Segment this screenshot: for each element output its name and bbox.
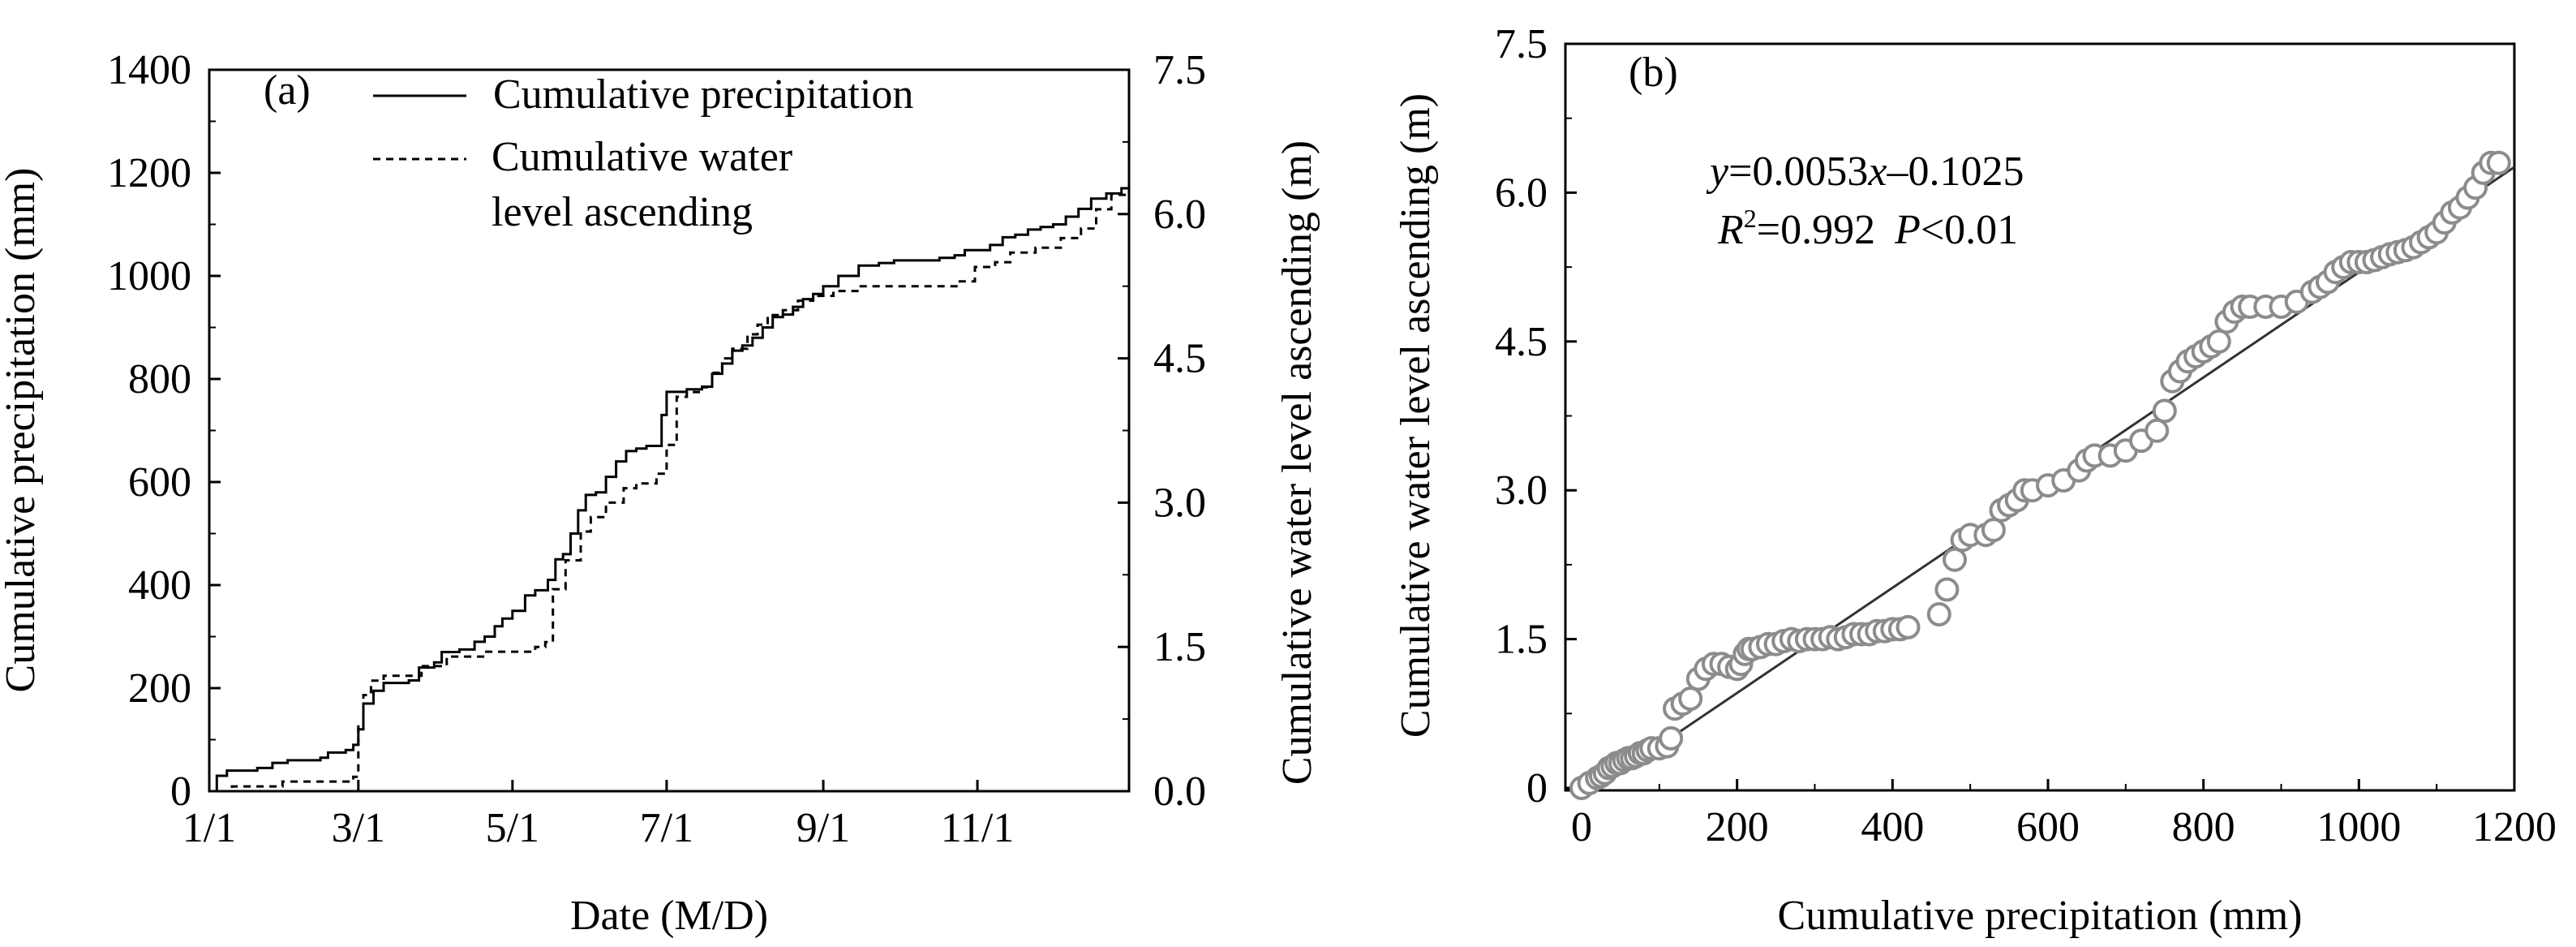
panel-a-y-left-tick-label: 200 <box>128 665 191 712</box>
panel-b-y-tick-label: 7.5 <box>1495 21 1548 67</box>
panel-a-x-tick-label: 3/1 <box>332 805 385 851</box>
panel-a-y-right-tick-label: 3.0 <box>1153 480 1206 526</box>
panel-a-x-tick-label: 9/1 <box>796 805 850 851</box>
p-symbol: P <box>1894 207 1921 253</box>
panel-a-x-tick-label: 5/1 <box>486 805 539 851</box>
panel-a-x-tick-label: 1/1 <box>182 805 236 851</box>
panel-b-y-axis-label: Cumulative water level ascending (m) <box>1393 93 1439 738</box>
panel-a-series <box>209 180 1131 793</box>
series-line-cumulative-precipitation <box>209 183 1131 793</box>
panel-a-y-left-tick-label: 800 <box>128 356 191 402</box>
panel-b-y-tick-label: 3.0 <box>1495 467 1548 514</box>
panel-b-x-axis-label: Cumulative precipitation (mm) <box>1778 893 2303 939</box>
panel-b-y-tick-label: 1.5 <box>1495 617 1548 663</box>
legend-label-water-level-box: Cumulative water level ascending <box>492 134 793 235</box>
panel-b-x-tick-label: 1200 <box>2472 804 2557 850</box>
scatter-point <box>1981 518 2006 543</box>
panel-b-y-tick-label: 6.0 <box>1495 170 1548 216</box>
regression-equation: y=0.0053x–0.1025 <box>1706 149 2024 195</box>
panel-a-y-right-tick-label: 0.0 <box>1153 768 1206 815</box>
panel-b-x-tick-label: 200 <box>1706 804 1769 850</box>
scatter-point <box>2145 418 2170 443</box>
equation-x: x <box>1867 149 1887 195</box>
panel-a-x-tick-label: 11/1 <box>941 805 1015 851</box>
panel-b-points <box>1569 150 2511 800</box>
panel-a-y-right-tick-label: 1.5 <box>1153 624 1206 670</box>
scatter-point <box>2152 398 2177 424</box>
panel-a-ticks <box>208 68 1129 793</box>
panel-a-y-right-tick-label: 7.5 <box>1153 47 1206 93</box>
panel-b: 0 200 400 600 800 1000 1200 0 1.5 3.0 4.5 6.0 7.5 (b… <box>1393 21 2557 939</box>
panel-a-y-axis-right-label: Cumulative water level ascending (m) <box>1274 140 1320 785</box>
regression-statistics: R2=0.992 P<0.01 <box>1717 204 2018 253</box>
r2-value: =0.992 <box>1757 207 1875 253</box>
legend-label-water-level: Cumulative water level ascending <box>492 134 793 235</box>
panel-a-y-right-tick-label: 4.5 <box>1153 336 1206 382</box>
equation-y: y <box>1706 149 1729 195</box>
panel-b-x-tick-label: 1000 <box>2316 804 2401 850</box>
panel-b-plot-frame <box>1564 42 2516 792</box>
scatter-point <box>1659 725 1684 751</box>
series-line-cumulative-water-level <box>209 180 1131 793</box>
panel-a-y-right-tick-label: 6.0 <box>1153 192 1206 238</box>
panel-a: 1/1 3/1 5/1 7/1 9/1 11/1 0 200 400 600 800 1000 1200… <box>0 47 1320 939</box>
panel-a-x-tick-label: 7/1 <box>640 805 693 851</box>
equation-intercept: –0.1025 <box>1887 149 2024 195</box>
r2-superscript: 2 <box>1744 204 1757 233</box>
legend-label-precipitation: Cumulative precipitation <box>493 71 913 118</box>
panel-b-label: (b) <box>1629 50 1678 96</box>
panel-a-y-axis-left-label: Cumulative precipitation (mm) <box>0 168 44 693</box>
r2-symbol: R <box>1717 207 1744 253</box>
p-value: <0.01 <box>1921 207 2018 253</box>
scatter-point <box>1934 577 1960 602</box>
panel-a-label: (a) <box>264 67 311 114</box>
panel-b-x-tick-label: 0 <box>1571 804 1592 850</box>
panel-a-y-left-tick-label: 1400 <box>107 47 191 93</box>
panel-a-y-left-tick-label: 0 <box>170 768 191 815</box>
panel-a-tick-labels: 1/1 3/1 5/1 7/1 9/1 11/1 0 200 400 600 800 1000 1200… <box>107 47 1206 851</box>
panel-b-x-tick-label: 400 <box>1861 804 1924 850</box>
panel-b-tick-labels: 0 200 400 600 800 1000 1200 0 1.5 3.0 4.5 6.0 7.5 <box>1495 21 2557 850</box>
scatter-point <box>1943 547 1967 572</box>
panel-a-y-left-tick-label: 1000 <box>107 253 191 299</box>
scatter-point <box>2486 150 2511 175</box>
panel-b-y-tick-label: 0 <box>1526 765 1548 811</box>
scatter-point <box>1926 602 1951 626</box>
panel-a-y-left-tick-label: 1200 <box>107 150 191 196</box>
scatter-point <box>2206 329 2231 354</box>
panel-a-x-axis-label: Date (M/D) <box>570 893 768 939</box>
equation-slope: =0.0053 <box>1728 149 1868 195</box>
panel-b-y-tick-label: 4.5 <box>1495 319 1548 365</box>
panel-a-y-left-tick-label: 400 <box>128 562 191 609</box>
scatter-point <box>1678 687 1703 711</box>
panel-b-x-tick-label: 800 <box>2172 804 2235 850</box>
panel-a-y-left-tick-label: 600 <box>128 459 191 506</box>
panel-a-legend: Cumulative precipitation Cumulative wate… <box>373 71 913 235</box>
scatter-point <box>1896 614 1921 639</box>
panel-b-x-tick-label: 600 <box>2016 804 2080 850</box>
